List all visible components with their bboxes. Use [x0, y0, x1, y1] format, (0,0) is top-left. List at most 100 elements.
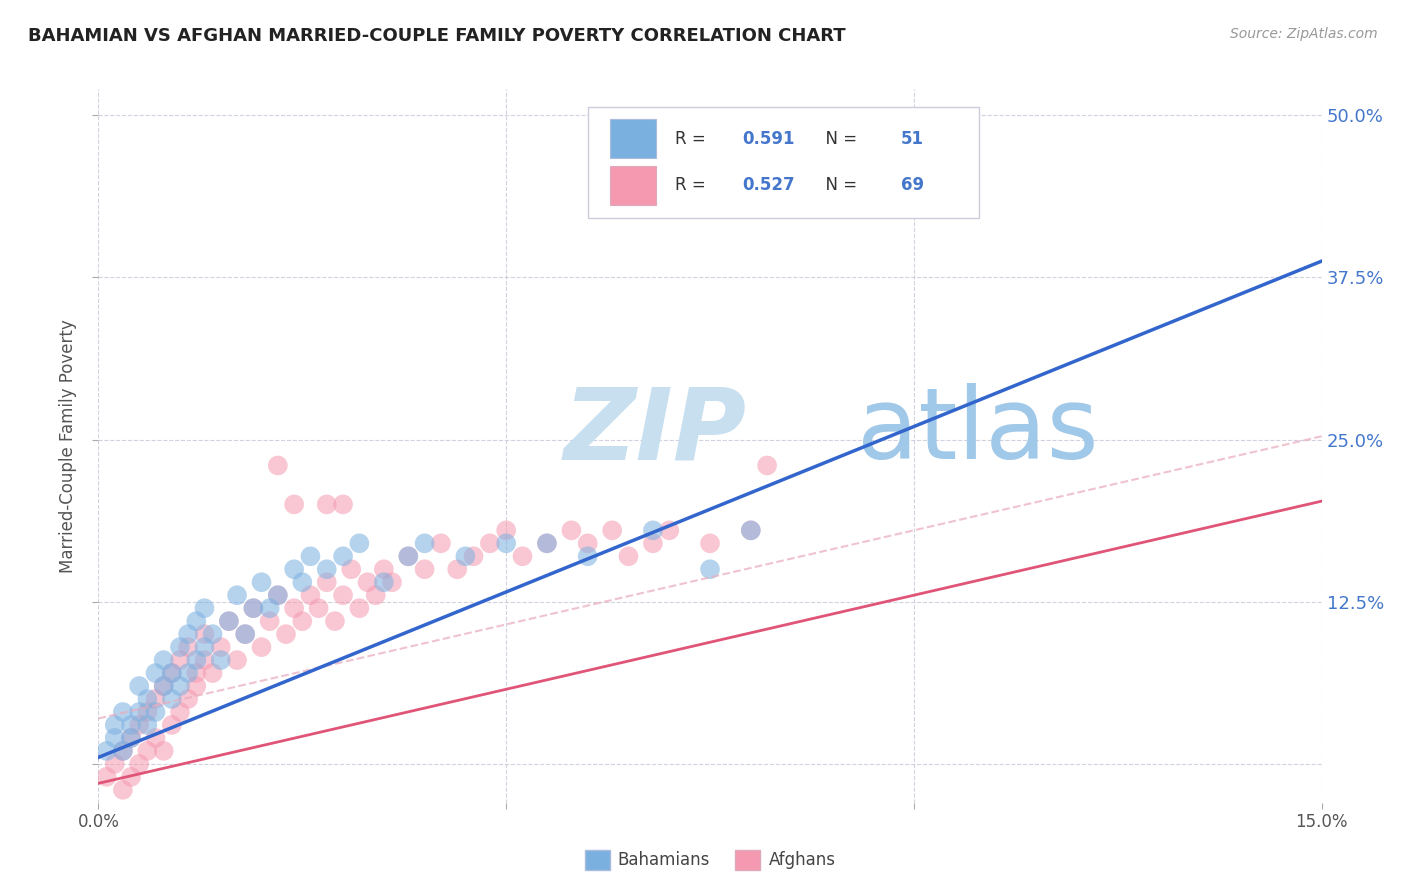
- Point: [193, 627, 215, 641]
- Point: [267, 588, 290, 602]
- Point: [111, 782, 134, 797]
- Point: [267, 458, 290, 473]
- Point: [186, 614, 208, 628]
- Point: [495, 524, 517, 538]
- Text: 0.591: 0.591: [742, 130, 794, 148]
- FancyBboxPatch shape: [588, 107, 979, 218]
- Point: [152, 679, 174, 693]
- Point: [136, 718, 159, 732]
- Point: [560, 524, 582, 538]
- Legend: Bahamians, Afghans: Bahamians, Afghans: [578, 843, 842, 877]
- Point: [209, 640, 232, 654]
- Point: [152, 744, 174, 758]
- Text: BAHAMIAN VS AFGHAN MARRIED-COUPLE FAMILY POVERTY CORRELATION CHART: BAHAMIAN VS AFGHAN MARRIED-COUPLE FAMILY…: [28, 27, 846, 45]
- Point: [193, 640, 215, 654]
- Point: [617, 186, 640, 200]
- Text: 0.527: 0.527: [742, 177, 794, 194]
- Point: [233, 627, 256, 641]
- Text: Source: ZipAtlas.com: Source: ZipAtlas.com: [1230, 27, 1378, 41]
- Point: [209, 653, 232, 667]
- Point: [283, 497, 305, 511]
- Point: [617, 549, 640, 564]
- Point: [193, 653, 215, 667]
- Point: [576, 536, 599, 550]
- FancyBboxPatch shape: [610, 166, 657, 205]
- Point: [267, 588, 290, 602]
- Text: R =: R =: [675, 177, 710, 194]
- Point: [96, 770, 118, 784]
- Point: [193, 601, 215, 615]
- Point: [242, 601, 264, 615]
- Point: [186, 679, 208, 693]
- Point: [349, 601, 371, 615]
- Point: [169, 640, 191, 654]
- Point: [226, 588, 249, 602]
- Point: [315, 497, 337, 511]
- Point: [145, 731, 167, 745]
- Point: [177, 640, 200, 654]
- Point: [104, 756, 127, 771]
- Point: [120, 731, 142, 745]
- Point: [160, 692, 183, 706]
- Point: [332, 588, 354, 602]
- Point: [332, 549, 354, 564]
- Text: atlas: atlas: [856, 384, 1098, 480]
- Point: [96, 744, 118, 758]
- Point: [478, 536, 501, 550]
- Point: [576, 549, 599, 564]
- Point: [250, 640, 273, 654]
- Point: [536, 536, 558, 550]
- Point: [536, 536, 558, 550]
- Point: [396, 549, 419, 564]
- Point: [242, 601, 264, 615]
- Point: [201, 666, 224, 681]
- Point: [349, 536, 371, 550]
- Point: [373, 575, 395, 590]
- Point: [283, 562, 305, 576]
- Point: [299, 588, 322, 602]
- Point: [120, 731, 142, 745]
- Point: [332, 497, 354, 511]
- Point: [128, 679, 150, 693]
- Point: [160, 666, 183, 681]
- Point: [364, 588, 387, 602]
- Point: [283, 601, 305, 615]
- Point: [201, 627, 224, 641]
- Point: [160, 666, 183, 681]
- Text: 51: 51: [901, 130, 924, 148]
- Point: [308, 601, 330, 615]
- Point: [169, 679, 191, 693]
- Point: [356, 575, 378, 590]
- Text: R =: R =: [675, 130, 710, 148]
- Point: [274, 627, 297, 641]
- Point: [177, 627, 200, 641]
- Point: [641, 536, 664, 550]
- Text: N =: N =: [815, 177, 863, 194]
- Point: [259, 614, 281, 628]
- Point: [111, 744, 134, 758]
- Point: [381, 575, 404, 590]
- Point: [315, 562, 337, 576]
- Point: [169, 705, 191, 719]
- Point: [218, 614, 240, 628]
- Point: [291, 575, 314, 590]
- Point: [152, 653, 174, 667]
- Point: [104, 731, 127, 745]
- Point: [128, 756, 150, 771]
- Point: [136, 744, 159, 758]
- Point: [430, 536, 453, 550]
- Point: [373, 562, 395, 576]
- Point: [641, 524, 664, 538]
- Point: [169, 653, 191, 667]
- Point: [740, 524, 762, 538]
- Point: [315, 575, 337, 590]
- Point: [756, 458, 779, 473]
- Point: [128, 705, 150, 719]
- FancyBboxPatch shape: [610, 120, 657, 159]
- Point: [396, 549, 419, 564]
- Point: [160, 718, 183, 732]
- Point: [454, 549, 477, 564]
- Point: [111, 705, 134, 719]
- Point: [145, 692, 167, 706]
- Point: [128, 718, 150, 732]
